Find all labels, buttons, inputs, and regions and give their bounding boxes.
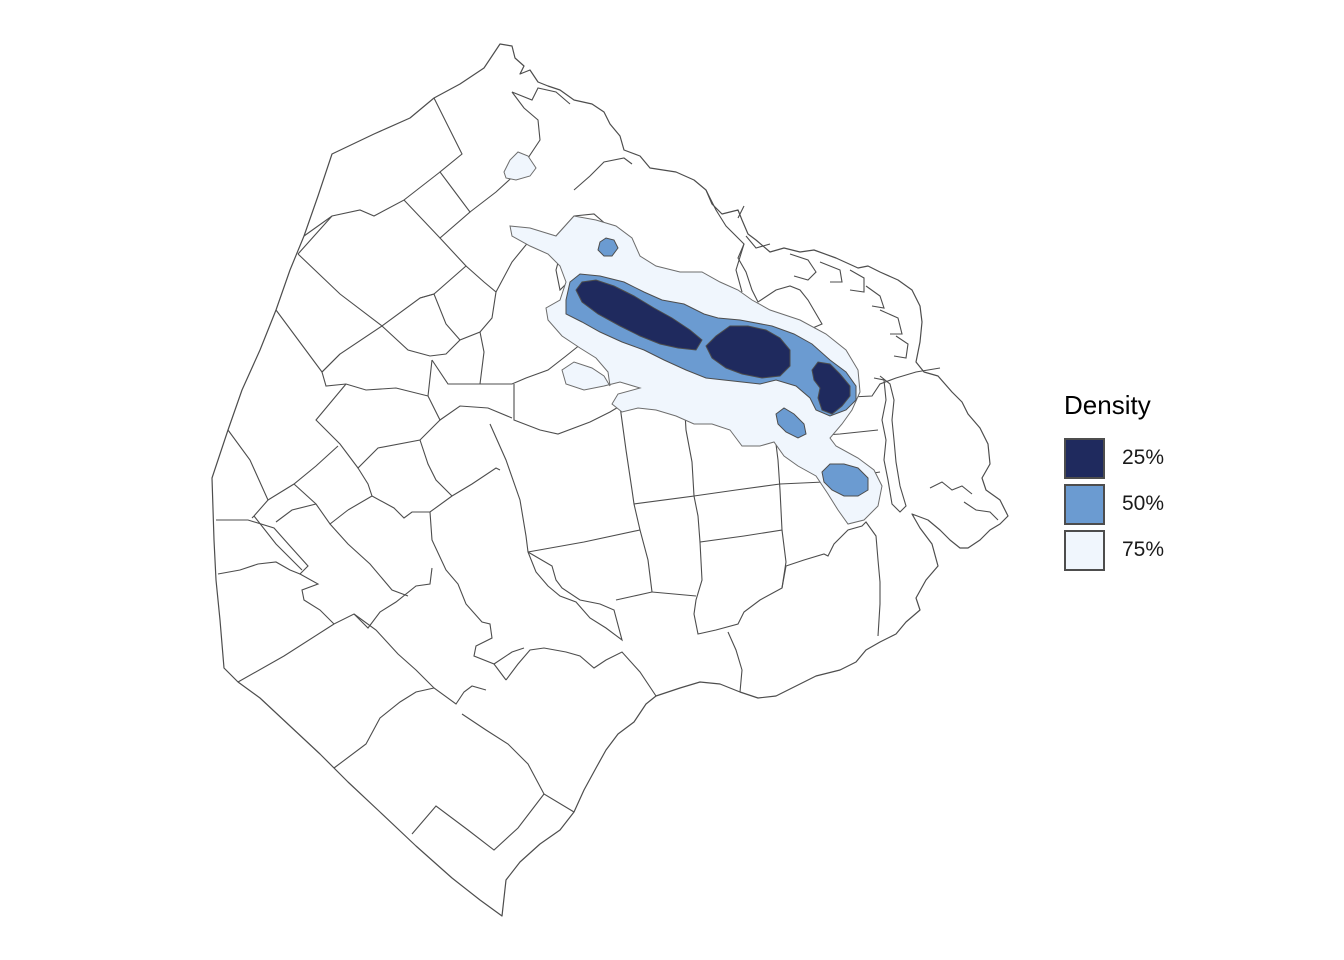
legend-swatch-25 <box>1064 437 1105 479</box>
coastal-features <box>511 87 999 521</box>
legend-label-75: 75% <box>1122 538 1165 561</box>
legend: Density 25% 50% 75% <box>1064 390 1164 573</box>
legend-item: 25% <box>1064 435 1164 481</box>
city-outline <box>211 43 1009 917</box>
legend-swatch-50 <box>1064 483 1105 525</box>
barrio-boundaries <box>216 91 941 851</box>
coastal-channel <box>873 375 907 513</box>
legend-label-25: 25% <box>1122 446 1165 469</box>
legend-item: 50% <box>1064 481 1164 527</box>
legend-item: 75% <box>1064 527 1164 573</box>
legend-swatch-75 <box>1064 529 1105 571</box>
legend-title: Density <box>1064 390 1151 420</box>
port-docks <box>789 253 909 359</box>
density-contours-25 <box>575 279 851 415</box>
legend-label-50: 50% <box>1122 492 1165 515</box>
